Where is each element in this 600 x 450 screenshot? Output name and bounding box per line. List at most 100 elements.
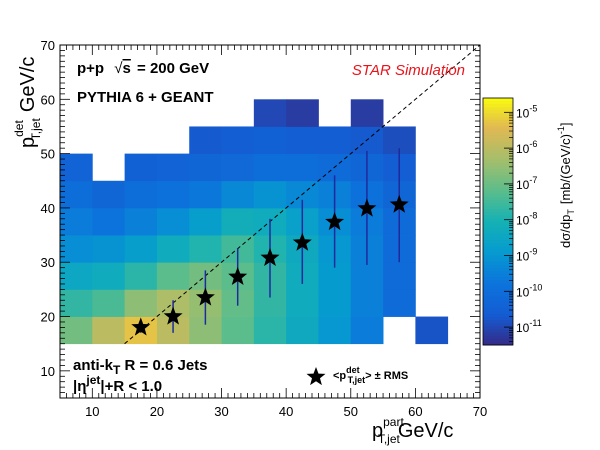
heatmap-bin [156, 153, 190, 182]
color-scale-ticks: 10-5 10-6 10-7 10-8 10-9 10-10 10-11 [504, 103, 542, 342]
heatmap-bin [124, 262, 158, 290]
y-tick-label: 20 [41, 310, 55, 325]
heatmap-bin [286, 99, 319, 127]
heatmap-bin [286, 316, 319, 345]
heatmap-bin [156, 207, 190, 236]
x-tick-label: 30 [214, 404, 228, 419]
plot-frame [59, 44, 481, 399]
x-axis-title: ppart T,jetGeV/c [372, 415, 453, 446]
heatmap-bin [60, 289, 93, 317]
color-scale-tick-label: 10-7 [516, 175, 537, 192]
heatmap-bin [60, 153, 93, 182]
heatmap-bin [383, 289, 416, 317]
y-tick-label: 10 [41, 364, 55, 379]
heatmap-bin [350, 99, 384, 127]
heatmap-bin [92, 180, 126, 209]
color-scale-tick-label: 10-10 [516, 282, 542, 299]
legend-label: <pdet T,jet> ± RMS [333, 365, 408, 385]
profile-mean-star [260, 247, 280, 266]
heatmap-bin [189, 126, 222, 155]
y-tick-label: 30 [41, 255, 55, 270]
profile-mean-star [228, 266, 248, 285]
diagonal-reference-line [124, 44, 481, 345]
heatmap-bin [253, 316, 287, 345]
profile-mean-star [292, 232, 312, 251]
legend: <pdet T,jet> ± RMS [306, 365, 408, 386]
heatmap-bin [60, 180, 93, 209]
x-tick-label: 50 [344, 404, 358, 419]
heatmap-bin [383, 262, 416, 290]
x-tick-label: 10 [85, 404, 99, 419]
heatmap-bin [124, 180, 158, 209]
heatmap-bin [221, 126, 255, 155]
heatmap-bin [253, 126, 287, 155]
legend-star-marker [306, 367, 326, 386]
profile-mean-star [195, 287, 215, 306]
y-axis-title: pdet T,jetGeV/c [12, 57, 43, 148]
heatmap-bin [124, 235, 158, 263]
y-tick-label: 70 [41, 38, 55, 53]
heatmap-bin [318, 126, 352, 155]
color-scale-tick-label: 10-9 [516, 247, 537, 264]
x-tick-label: 60 [408, 404, 422, 419]
heatmap-bin [124, 153, 158, 182]
simulation-label: STAR Simulation [352, 62, 465, 79]
eta-cut-label: |ηjet|+R < 1.0 [73, 373, 162, 395]
jet-definition-label: anti-kT R = 0.6 Jets [73, 357, 208, 377]
color-scale-tick-label: 10-8 [516, 211, 537, 228]
heatmap-bin [415, 316, 449, 345]
profile-mean-star [389, 194, 409, 213]
heatmap-bin [350, 289, 384, 317]
heatmap-bin [189, 235, 222, 263]
color-scale-tick-label: 10-6 [516, 139, 537, 156]
heatmap-bin [156, 235, 190, 263]
profile-mean-star [325, 212, 345, 231]
generator-label: PYTHIA 6 + GEANT [77, 89, 214, 106]
heatmap-bin [286, 153, 319, 182]
profile-mean-star [131, 317, 151, 336]
heatmap-bin [189, 153, 222, 182]
heatmap-bin [286, 289, 319, 317]
heatmap-bin [124, 207, 158, 236]
color-scale-tick-label: 10-11 [516, 318, 542, 335]
heatmap-bin [60, 207, 93, 236]
profile-mean-star [357, 198, 377, 217]
heatmap-bin [253, 99, 287, 127]
x-tick-label: 20 [150, 404, 164, 419]
heatmap-bin [350, 316, 384, 345]
heatmap-bin [92, 316, 126, 345]
heatmap-bin [221, 153, 255, 182]
x-axis-ticks: 10 20 30 40 50 60 70 [59, 45, 487, 419]
heatmap-bin [92, 235, 126, 263]
heatmap-bin [253, 180, 287, 209]
profile-markers [131, 148, 409, 336]
z-axis-title: dσ/dpT[mb/(GeV/c)-1] [556, 122, 576, 248]
heatmap-bin [318, 316, 352, 345]
heatmap-bin [92, 207, 126, 236]
heatmap-bin [124, 289, 158, 317]
y-tick-label: 50 [41, 147, 55, 162]
x-tick-label: 70 [473, 404, 487, 419]
heatmap-bin [189, 180, 222, 209]
y-axis-ticks: 10 20 30 40 50 60 70 [41, 38, 480, 399]
color-scale-bar [483, 98, 513, 346]
heatmap-bin [189, 207, 222, 236]
heatmap-bin [350, 262, 384, 290]
profile-mean-star [163, 306, 183, 325]
heatmap-bin [221, 316, 255, 345]
heatmap-bin [92, 289, 126, 317]
heatmap-bin [92, 262, 126, 290]
color-scale-tick-label: 10-5 [516, 103, 537, 120]
y-tick-label: 40 [41, 201, 55, 216]
heatmap-bin [60, 316, 93, 345]
heatmap-bin [221, 207, 255, 236]
collision-label: p+p √s = 200 GeV [77, 60, 209, 77]
heatmap-bin [318, 289, 352, 317]
heatmap-bin [156, 180, 190, 209]
heatmap-bin [156, 262, 190, 290]
heatmap-bin [60, 235, 93, 263]
heatmap-bin [60, 262, 93, 290]
y-tick-label: 60 [41, 92, 55, 107]
heatmap-bin [221, 180, 255, 209]
